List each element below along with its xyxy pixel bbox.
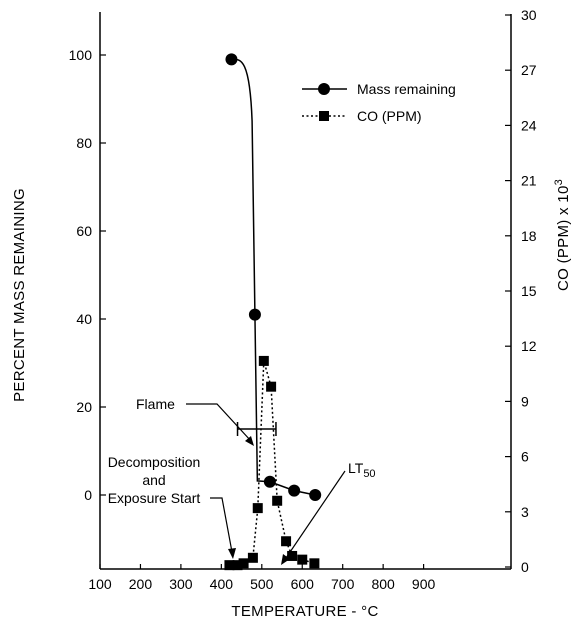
y-right-tick-label-21: 21: [521, 173, 537, 189]
mass-point-4: [309, 489, 322, 501]
y-right-tick-label-0: 0: [521, 559, 529, 575]
y-right-tick-label-24: 24: [521, 117, 537, 133]
annotation-lt50-label: LT50: [348, 460, 376, 480]
x-axis-title: TEMPERATURE - °C: [231, 603, 378, 620]
y-right-axis-title-exponent: 3: [553, 179, 565, 185]
co-point-6: [266, 381, 277, 392]
co-point-3: [247, 552, 258, 563]
mass-point-2: [263, 475, 276, 488]
co-line: [229, 360, 315, 566]
y-right-tick-label-6: 6: [521, 449, 529, 465]
y-left-tick-label-60: 60: [76, 223, 92, 239]
mass-point-0: [225, 53, 238, 66]
annotation-decomp-line1: Decomposition: [108, 454, 201, 470]
annotation-decomp-line2: and: [142, 472, 165, 488]
y-left-tick-label-40: 40: [76, 311, 92, 327]
y-right-axis-title: CO (PPM) x 103: [553, 179, 572, 291]
mass-point-3: [288, 484, 301, 497]
annotation-flame-arrowhead: [245, 436, 254, 446]
annotation-decomp-arrow: [210, 497, 233, 553]
annotation-lt50-arrowhead: [281, 554, 290, 565]
annotation-decomp-line3: Exposure Start: [108, 490, 201, 506]
mass-point-1: [248, 308, 261, 321]
x-tick-label-500: 500: [250, 576, 274, 592]
annotation-flame-arrow: [186, 403, 252, 442]
co-point-0: [224, 560, 235, 571]
annotation-flame: Flame: [136, 396, 254, 446]
x-tick-label-100: 100: [88, 576, 112, 592]
y-left-tick-label-0: 0: [84, 487, 92, 503]
y-right-tick-label-27: 27: [521, 62, 537, 78]
co-point-4: [252, 503, 263, 514]
y-right-tick-label-9: 9: [521, 393, 529, 409]
y-left-ticks: 0 20 40 60 80 100: [69, 47, 106, 503]
co-point-11: [309, 558, 320, 569]
y-left-tick-label-20: 20: [76, 399, 92, 415]
co-point-7: [272, 495, 283, 506]
annotation-decomposition: Decomposition and Exposure Start: [108, 454, 236, 559]
co-point-9: [287, 550, 298, 561]
annotation-lt50-sub: 50: [363, 468, 375, 480]
x-tick-label-400: 400: [210, 576, 234, 592]
series-mass: [225, 53, 322, 501]
y-right-tick-label-3: 3: [521, 504, 529, 520]
co-point-2: [238, 558, 249, 569]
y-right-tick-label-18: 18: [521, 228, 537, 244]
annotation-lt50-main: LT: [348, 460, 364, 476]
y-left-tick-label-80: 80: [76, 135, 92, 151]
annotation-decomp-arrowhead: [228, 548, 236, 559]
legend-co-label: CO (PPM): [357, 108, 422, 124]
flame-bar: [236, 422, 277, 436]
legend-mass-marker: [318, 83, 330, 95]
legend-co-marker: [319, 111, 329, 121]
y-right-axis-title-main: CO (PPM) x 10: [555, 185, 572, 291]
y-left-axis-title: PERCENT MASS REMAINING: [11, 188, 28, 402]
x-ticks: 100 200 300 400 500 600 700 800 900: [88, 564, 435, 592]
legend: Mass remaining CO (PPM): [302, 81, 456, 124]
annotation-lt50: LT50: [281, 460, 376, 565]
y-right-tick-label-15: 15: [521, 283, 537, 299]
co-point-5: [258, 355, 269, 366]
co-point-10: [297, 554, 308, 565]
legend-mass-label: Mass remaining: [357, 81, 456, 97]
annotation-lt50-arrow: [285, 470, 346, 559]
x-tick-label-600: 600: [291, 576, 315, 592]
x-tick-label-900: 900: [412, 576, 436, 592]
annotation-flame-label: Flame: [136, 396, 175, 412]
co-point-1: [232, 560, 243, 571]
x-tick-label-300: 300: [169, 576, 193, 592]
y-right-tick-label-30: 30: [521, 7, 537, 23]
co-point-8: [281, 536, 292, 547]
x-tick-label-700: 700: [331, 576, 355, 592]
series-co: [224, 355, 320, 571]
y-right-tick-label-12: 12: [521, 338, 537, 354]
x-tick-label-800: 800: [371, 576, 395, 592]
x-tick-label-200: 200: [129, 576, 153, 592]
y-right-ticks: 0 3 6 9 12 15 18 21 24 27 30: [505, 7, 537, 575]
y-left-tick-label-100: 100: [69, 47, 93, 63]
